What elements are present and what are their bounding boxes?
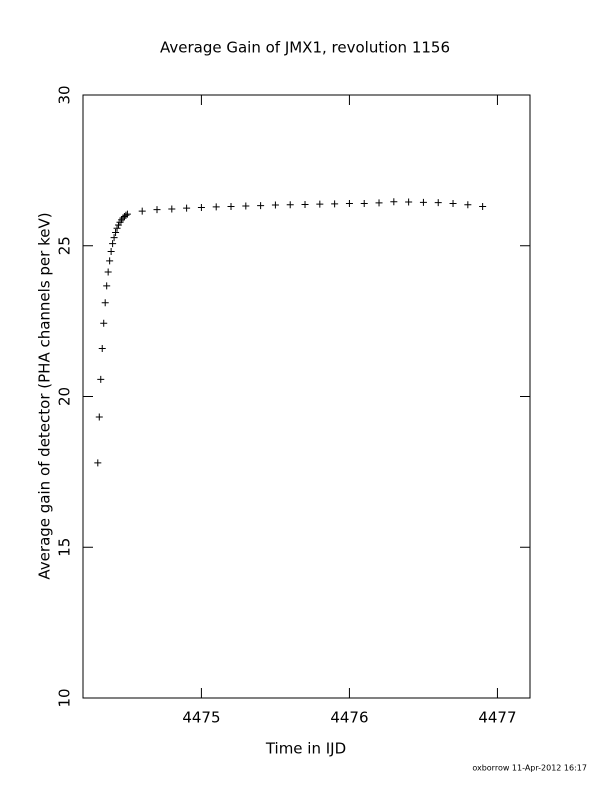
x-tick-label: 4475 (182, 709, 220, 727)
point (360, 200, 368, 208)
point (94, 459, 102, 467)
point (405, 198, 413, 206)
point (103, 282, 111, 290)
footer: oxborrow 11-Apr-2012 16:17 (472, 764, 587, 773)
point (123, 210, 131, 218)
point (212, 203, 220, 211)
y-tick-label: 15 (56, 538, 74, 557)
y-tick-label: 20 (56, 387, 74, 406)
point (95, 413, 103, 421)
point (286, 201, 294, 209)
point (153, 206, 161, 214)
x-axis-label: Time in IJD (265, 740, 346, 758)
point (301, 200, 309, 208)
chart-title: Average Gain of JMX1, revolution 1156 (160, 39, 450, 57)
point (419, 198, 427, 206)
point (122, 211, 130, 219)
point (227, 203, 235, 211)
point (109, 240, 117, 248)
point (138, 207, 146, 215)
plot-frame (82, 94, 531, 699)
point (257, 202, 265, 210)
point (197, 203, 205, 211)
y-tick-label: 30 (56, 85, 74, 104)
point (98, 345, 106, 353)
y-tick-label: 25 (56, 236, 74, 255)
point (104, 268, 112, 276)
x-tick-label: 4476 (330, 709, 368, 727)
point (449, 200, 457, 208)
point (101, 299, 109, 307)
y-axis-label: Average gain of detector (PHA channels p… (36, 212, 54, 579)
point (479, 203, 487, 211)
point (110, 234, 118, 242)
point (331, 200, 339, 208)
point (107, 247, 115, 255)
point (183, 204, 191, 212)
point (242, 202, 250, 210)
point (375, 199, 383, 207)
point (112, 228, 120, 236)
point (100, 319, 108, 327)
point (117, 216, 125, 224)
point (345, 200, 353, 208)
point (168, 205, 176, 213)
point (97, 375, 105, 383)
point (434, 199, 442, 207)
x-tick-label: 4477 (478, 709, 516, 727)
point (271, 201, 279, 209)
point (464, 201, 472, 209)
point (113, 224, 121, 232)
point (390, 198, 398, 206)
y-tick-label: 10 (56, 688, 74, 707)
point (106, 257, 114, 265)
point (316, 200, 324, 208)
